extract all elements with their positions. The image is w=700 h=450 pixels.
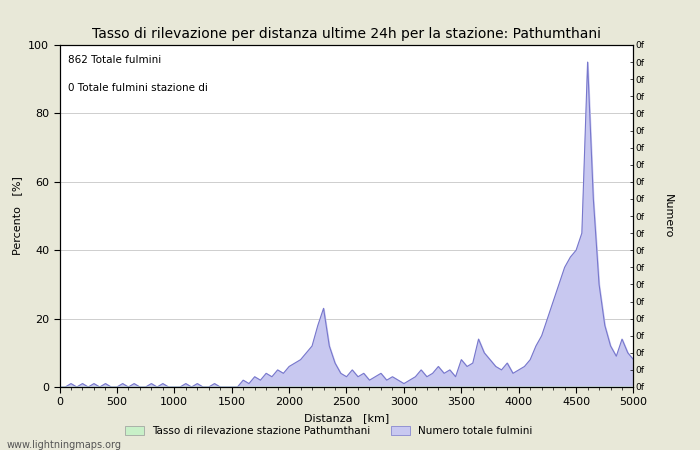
X-axis label: Distanza   [km]: Distanza [km] — [304, 413, 389, 423]
Y-axis label: Numero: Numero — [664, 194, 673, 238]
Title: Tasso di rilevazione per distanza ultime 24h per la stazione: Pathumthani: Tasso di rilevazione per distanza ultime… — [92, 27, 601, 41]
Legend: Tasso di rilevazione stazione Pathumthani, Numero totale fulmini: Tasso di rilevazione stazione Pathumthan… — [121, 422, 537, 440]
Text: 0 Totale fulmini stazione di: 0 Totale fulmini stazione di — [68, 83, 208, 93]
Text: www.lightningmaps.org: www.lightningmaps.org — [7, 440, 122, 450]
Y-axis label: Percento   [%]: Percento [%] — [13, 176, 22, 256]
Text: 862 Totale fulmini: 862 Totale fulmini — [68, 55, 162, 65]
